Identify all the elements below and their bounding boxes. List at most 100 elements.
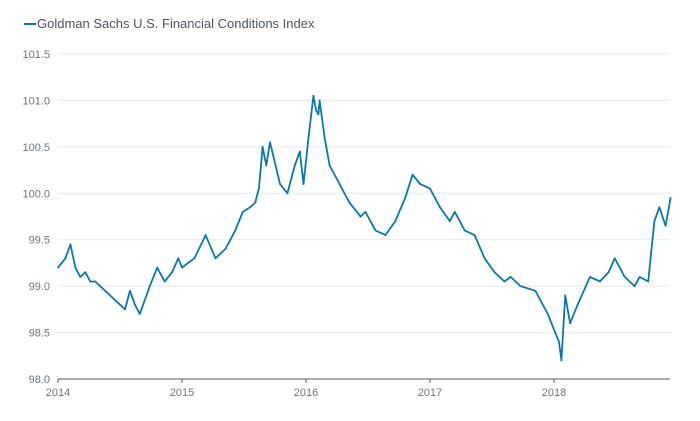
data-point	[348, 201, 351, 204]
data-point	[224, 248, 227, 250]
data-point	[293, 164, 296, 167]
legend-label: Goldman Sachs U.S. Financial Conditions …	[37, 16, 315, 31]
data-point	[633, 285, 636, 288]
data-point	[411, 173, 414, 176]
data-point	[323, 136, 326, 139]
data-point	[89, 280, 92, 283]
y-tick-label: 101.5	[22, 49, 50, 61]
data-point	[143, 299, 146, 301]
data-point	[558, 340, 560, 343]
data-point	[74, 266, 77, 269]
data-point	[286, 192, 289, 195]
data-point	[493, 271, 496, 274]
legend-swatch	[24, 22, 36, 25]
data-point	[315, 108, 317, 111]
data-point	[265, 164, 268, 167]
y-tick-label: 98.0	[29, 374, 50, 386]
data-point	[546, 313, 549, 315]
data-point	[564, 294, 567, 297]
chart-legend: Goldman Sachs U.S. Financial Conditions …	[24, 16, 314, 31]
data-point	[638, 275, 641, 278]
data-point	[338, 183, 341, 185]
data-point	[99, 285, 102, 288]
data-point	[114, 299, 116, 301]
y-tick-label: 100.5	[22, 142, 50, 154]
data-point	[623, 275, 626, 278]
data-point	[328, 164, 331, 167]
data-point	[384, 234, 387, 236]
data-point	[204, 234, 207, 236]
y-tick-label: 99.0	[29, 281, 50, 293]
data-point	[394, 220, 397, 223]
x-tick-label: 2016	[294, 387, 318, 399]
data-point	[439, 206, 441, 209]
data-point	[148, 285, 151, 288]
data-point	[104, 289, 107, 292]
x-tick-label: 2015	[170, 387, 194, 399]
x-tick-label: 2018	[542, 387, 566, 399]
data-point	[509, 275, 512, 278]
series-line	[57, 94, 672, 362]
data-point	[576, 303, 579, 306]
data-point	[302, 183, 305, 185]
data-point	[234, 229, 237, 232]
data-point	[124, 308, 126, 311]
data-point	[503, 280, 506, 283]
data-point	[669, 197, 672, 199]
x-tick-label: 2017	[418, 387, 442, 399]
data-point	[193, 257, 196, 260]
data-point	[589, 275, 591, 278]
data-point	[279, 183, 281, 185]
data-point	[84, 271, 87, 274]
data-point	[60, 262, 63, 264]
y-tick-label: 100.0	[22, 188, 50, 200]
data-point	[534, 289, 537, 292]
data-point	[653, 220, 656, 223]
data-point	[448, 220, 451, 223]
y-tick-label: 101.0	[22, 95, 50, 107]
data-point	[119, 303, 121, 306]
data-point	[374, 229, 377, 232]
data-point	[317, 113, 320, 116]
data-point	[249, 206, 252, 209]
data-point	[177, 257, 180, 260]
data-point	[453, 210, 456, 213]
data-point	[312, 94, 315, 97]
data-point	[254, 201, 257, 204]
y-tick-label: 98.5	[29, 328, 50, 340]
data-point	[364, 210, 367, 213]
data-point	[214, 257, 217, 260]
data-point	[613, 257, 616, 260]
x-tick-label: 2014	[46, 387, 70, 399]
data-point	[569, 322, 572, 325]
data-point	[257, 187, 260, 190]
data-point	[607, 271, 610, 274]
data-point	[109, 294, 111, 297]
data-point	[64, 257, 67, 260]
data-point	[94, 280, 97, 283]
data-point	[269, 141, 271, 144]
y-tick-label: 99.5	[29, 235, 50, 247]
data-point	[241, 210, 244, 213]
data-point	[181, 266, 183, 269]
data-point	[473, 234, 476, 236]
data-point	[261, 145, 264, 148]
data-point	[79, 275, 82, 278]
data-point	[298, 150, 301, 153]
data-point	[598, 280, 601, 283]
data-point	[419, 183, 421, 185]
data-point	[318, 99, 321, 102]
data-point	[138, 313, 141, 315]
data-point	[156, 266, 159, 269]
data-point	[69, 243, 72, 246]
data-point	[483, 257, 486, 260]
data-point	[647, 280, 650, 283]
data-point	[359, 215, 362, 218]
data-point	[57, 266, 59, 269]
data-point	[664, 224, 667, 227]
data-point	[658, 206, 661, 209]
data-point	[554, 331, 557, 334]
data-point	[519, 285, 522, 288]
data-point	[163, 280, 166, 283]
